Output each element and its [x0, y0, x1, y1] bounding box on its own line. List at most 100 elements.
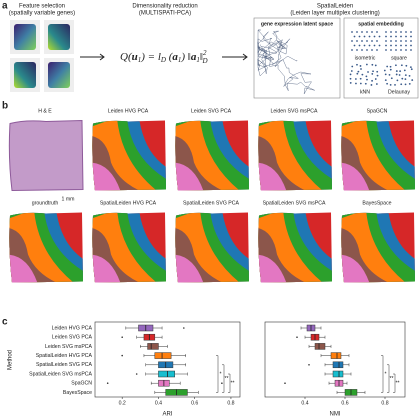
panel-label: b	[2, 101, 8, 112]
grid-dot	[400, 35, 402, 38]
grid-dot	[351, 40, 353, 42]
grid-dot	[356, 40, 358, 42]
grid-dot	[384, 79, 387, 82]
grid-dot	[389, 68, 392, 71]
map-title: BayesSpace	[362, 200, 391, 206]
grid-dot	[349, 82, 352, 84]
box	[332, 361, 344, 369]
grid-dot	[410, 49, 412, 51]
grid-dot	[371, 73, 374, 75]
grid-dot	[410, 68, 413, 71]
box	[332, 370, 344, 378]
significance-label: **	[230, 381, 234, 387]
grid-dot	[363, 44, 366, 47]
grid-dot	[364, 82, 367, 85]
map-title: Leiden SVG PCA	[191, 108, 232, 114]
significance-label: **	[395, 381, 399, 387]
map-title: Leiden HVG PCA	[108, 108, 149, 114]
grid-dot	[351, 49, 353, 51]
grid-dot	[378, 35, 381, 38]
grid-dot	[359, 65, 362, 67]
grid-dot	[374, 78, 377, 80]
grid-dot	[410, 40, 412, 42]
outlier	[106, 382, 109, 385]
x-axis-label: ARI	[162, 412, 172, 418]
grid-dot	[385, 44, 387, 47]
grid-dot	[400, 44, 402, 47]
grid-dot	[353, 35, 356, 38]
grid-dot	[356, 49, 358, 51]
grid-dot	[366, 49, 368, 51]
panel-label: a	[2, 1, 8, 12]
grid-dot	[404, 83, 407, 86]
tissue-map	[255, 210, 333, 285]
box-title: gene expression latent space	[261, 21, 333, 27]
grid-dot	[386, 65, 389, 68]
map-title: SpatialLeiden SVG msPCA	[263, 200, 326, 206]
grid-dot	[350, 70, 353, 72]
grid-dot	[400, 40, 402, 42]
box	[158, 370, 175, 378]
y-tick-label: SpatialLeiden HVG PCA	[36, 353, 93, 359]
significance-label: *	[384, 371, 386, 377]
grid-dot	[375, 83, 378, 85]
tissue-map	[172, 210, 250, 285]
grid-dot	[409, 66, 412, 68]
outlier	[121, 354, 123, 357]
outlier	[221, 382, 223, 385]
grid-dot	[394, 83, 396, 86]
y-tick-label: Leiden HVG PCA	[52, 325, 93, 331]
grid-dot	[385, 40, 387, 42]
grid-dot	[395, 70, 398, 72]
network	[257, 29, 315, 95]
grid-dot	[401, 77, 404, 80]
grid-dot	[376, 31, 378, 33]
step-title: SpatialLeiden	[317, 4, 353, 10]
grid-dot	[405, 35, 407, 38]
step-subtitle: (spatially variable genes)	[9, 11, 75, 17]
significance-label: **	[389, 376, 393, 382]
map-title: H & E	[38, 108, 52, 114]
grid-dot	[371, 31, 373, 33]
grid-dot	[366, 78, 368, 81]
significance-bracket	[387, 364, 390, 393]
grid-dot	[395, 35, 397, 38]
panel-label: c	[2, 317, 8, 328]
grid-dot	[354, 78, 357, 80]
grid-dot	[349, 73, 352, 76]
y-tick-label: SpaGCN	[71, 381, 92, 387]
box	[314, 343, 326, 350]
y-tick-label: SpatialLeiden SVG msPCA	[29, 371, 92, 377]
grid-dot	[386, 82, 389, 85]
embedding-grids: isometric square kNN Delaunay	[349, 31, 414, 95]
grid-dot	[359, 77, 362, 80]
grid-dot	[404, 74, 407, 77]
grid-dot	[383, 69, 386, 72]
step-title: Dimensionality reduction	[132, 4, 197, 10]
grid-dot	[373, 44, 376, 47]
significance-label: *	[219, 371, 221, 377]
tissue-map	[172, 118, 250, 193]
plot-frame	[264, 321, 406, 398]
step-title: Feature selection	[19, 4, 65, 10]
grid-dot	[390, 77, 393, 80]
grid-dot	[365, 63, 368, 66]
map-title: SpatialLeiden HVG PCA	[100, 200, 157, 206]
grid-dot	[403, 69, 406, 72]
grid-dot	[351, 65, 354, 68]
x-tick-label: 0.4	[301, 400, 308, 406]
y-tick-label: Leiden SVG PCA	[52, 335, 93, 341]
grid-dot	[405, 40, 407, 42]
grid-dot	[361, 40, 363, 42]
box	[154, 352, 172, 359]
step-subtitle: (MULTISPATI-PCA)	[139, 11, 191, 17]
grid-dot	[371, 40, 373, 42]
x-tick-label: 0.2	[119, 400, 126, 406]
outlier	[121, 336, 123, 339]
grid-dot	[376, 70, 379, 73]
embedding-type: Delaunay	[388, 89, 410, 95]
grid-dot	[389, 65, 392, 68]
y-tick-label: Leiden SVG msPCA	[45, 344, 93, 350]
grid-dot	[408, 82, 411, 85]
x-tick-label: 0.8	[381, 400, 388, 406]
